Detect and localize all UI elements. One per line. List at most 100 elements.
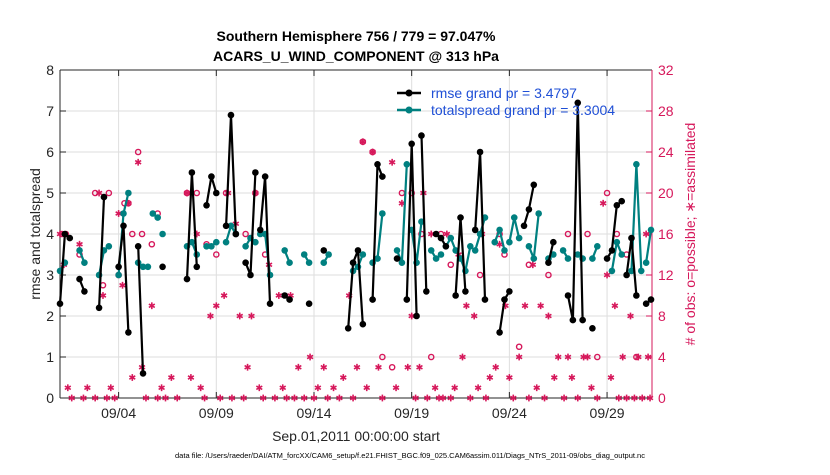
rmse-point — [550, 238, 557, 246]
obs-assimilated-marker — [99, 292, 107, 299]
rmse-point — [628, 234, 635, 242]
totalspread-point — [491, 238, 499, 246]
rmse-point — [476, 148, 484, 156]
obs-assimilated-marker — [533, 384, 541, 392]
obs-assimilated-marker — [295, 363, 302, 371]
obs-assimilated-marker — [529, 261, 537, 269]
obs-assimilated-stroke — [631, 395, 638, 401]
obs-assimilated-marker — [83, 384, 91, 392]
obs-assimilated-marker — [451, 384, 459, 392]
obs-assimilated-stroke — [634, 354, 642, 360]
rmse-point — [579, 316, 586, 324]
obs-assimilated-stroke — [187, 375, 195, 380]
obs-possible-marker — [447, 261, 455, 269]
obs-assimilated-marker — [439, 394, 447, 402]
obs-assimilated-stroke — [248, 313, 255, 319]
obs-assimilated-stroke — [207, 313, 214, 319]
obs-assimilated-stroke — [275, 293, 283, 298]
rmse-segment — [137, 246, 145, 374]
obs-possible-marker — [134, 148, 142, 156]
obs-assimilated-marker — [162, 394, 169, 402]
totalspread-point — [501, 247, 508, 254]
obs-assimilated-marker — [259, 394, 267, 402]
obs-assimilated-marker — [588, 384, 595, 392]
totalspread-point — [471, 247, 479, 254]
obs-assimilated-stroke — [142, 395, 150, 401]
obs-assimilated-stroke — [525, 395, 533, 401]
rmse-point — [139, 370, 147, 377]
obs-assimilated-stroke — [134, 159, 142, 165]
rmse-point — [359, 320, 367, 328]
obs-assimilated-marker — [525, 394, 533, 402]
obs-assimilated-stroke — [339, 375, 347, 380]
legend: rmse grand pr = 3.4797 totalspread grand… — [397, 85, 615, 118]
obs-assimilated-stroke — [295, 364, 302, 370]
obs-assimilated-marker — [95, 189, 103, 197]
obs-possible-marker — [242, 230, 249, 238]
obs-assimilated-stroke — [363, 385, 371, 391]
obs-assimilated-stroke — [593, 395, 601, 401]
rmse-point — [574, 99, 582, 107]
obs-assimilated-stroke — [283, 395, 290, 401]
obs-assimilated-stroke — [310, 395, 318, 401]
obs-assimilated-stroke — [240, 395, 248, 401]
rmse-point — [125, 329, 132, 336]
obs-assimilated-marker — [336, 394, 343, 402]
totalspread-point — [608, 267, 616, 275]
obs-assimilated-stroke — [107, 385, 115, 391]
y-axis-right-label: # of obs: o=possible; ∗=assimilated — [682, 123, 698, 346]
obs-assimilated-stroke — [496, 241, 503, 247]
rmse-segment — [420, 135, 428, 292]
rmse-segment — [547, 241, 555, 263]
obs-assimilated-marker — [158, 384, 165, 392]
totalspread-point — [510, 214, 518, 221]
totalspread-point — [427, 247, 435, 254]
rmse-point — [501, 296, 508, 303]
obs-assimilated-marker — [603, 271, 611, 279]
axes: 09/04 09/09 09/14 09/19 09/24 09/290123456780… — [46, 62, 674, 421]
obs-assimilated-marker — [412, 394, 419, 402]
obs-assimilated-stroke — [244, 364, 251, 370]
obs-assimilated-stroke — [279, 385, 287, 391]
obs-assimilated-marker — [255, 384, 263, 392]
obs-assimilated-marker — [228, 394, 236, 402]
x-tick-label: 09/14 — [296, 405, 331, 421]
rmse-point — [437, 234, 445, 242]
obs-assimilated-marker — [623, 394, 630, 402]
obs-assimilated-stroke — [615, 395, 623, 401]
obs-assimilated-marker — [593, 394, 601, 402]
obs-assimilated-marker — [330, 384, 337, 392]
obs-assimilated-marker — [154, 394, 162, 402]
obs-assimilated-marker — [248, 312, 255, 320]
rmse-point — [613, 202, 621, 209]
obs-assimilated-stroke — [564, 354, 572, 360]
rmse-segment — [98, 197, 106, 308]
obs-assimilated-stroke — [644, 354, 652, 360]
rmse-point — [227, 111, 235, 119]
rmse-point — [374, 161, 381, 168]
obs-assimilated-stroke — [119, 282, 126, 288]
obs-assimilated-marker — [634, 353, 642, 361]
obs-assimilated-marker — [459, 353, 466, 361]
chart-title: Southern Hemisphere 756 / 779 = 97.047% — [217, 28, 497, 44]
obs-assimilated-marker — [68, 394, 76, 402]
obs-assimilated-marker — [631, 394, 638, 402]
rmse-point — [281, 292, 288, 299]
obs-assimilated-stroke — [359, 139, 367, 145]
legend-totalspread-label: totalspread grand pr = 3.3004 — [431, 102, 615, 118]
rmse-point — [349, 259, 357, 267]
rmse-point — [403, 296, 411, 303]
totalspread-point — [530, 255, 538, 262]
y-left-tick-label: 3 — [46, 267, 54, 283]
obs-assimilated-stroke — [388, 159, 396, 165]
obs-assimilated-stroke — [533, 385, 541, 391]
obs-assimilated-marker — [359, 138, 367, 146]
obs-assimilated-stroke — [76, 241, 83, 247]
rmse-point — [564, 292, 572, 299]
obs-assimilated-stroke — [541, 395, 548, 401]
obs-assimilated-marker — [388, 158, 396, 166]
obs-assimilated-stroke — [412, 395, 419, 401]
obs-assimilated-stroke — [482, 395, 490, 401]
rmse-point — [203, 202, 210, 209]
totalspread-point — [403, 161, 411, 168]
